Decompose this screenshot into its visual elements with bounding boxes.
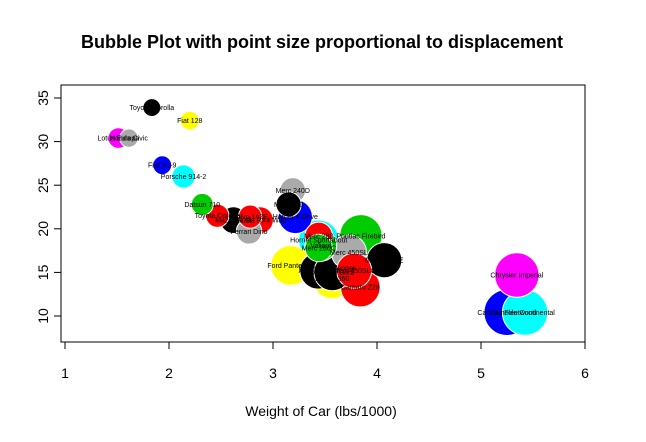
bubble-layer [107, 98, 549, 337]
y-axis: 10 15 20 25 30 35 [35, 90, 62, 324]
bubble [142, 98, 162, 118]
bubble-label: Pontiac Firebird [336, 233, 385, 240]
bubble-label: Cadillac Fleetwood [477, 310, 536, 317]
bubble-label: Volvo 142E [232, 214, 268, 221]
bubble-label: Ford Pantera L [267, 263, 314, 270]
bubble-label: Fiat 128 [177, 118, 202, 125]
bubble [304, 233, 333, 263]
x-tick-label: 5 [477, 365, 485, 381]
bubble-label: Mazda RX4 [215, 218, 252, 225]
bubble-label: Fiat X1-9 [148, 163, 177, 170]
bubble-label: Mazda RX4 Wag [234, 218, 287, 225]
bubble [171, 164, 196, 189]
bubble [275, 191, 302, 218]
bubble-label: Chrysler Imperial [490, 273, 543, 280]
x-tick-label: 4 [373, 365, 381, 381]
bubble-label: AMC Javelin [299, 268, 338, 275]
x-axis: 1 2 3 4 5 6 [61, 341, 589, 381]
bubble [119, 128, 139, 148]
x-tick-label: 3 [269, 365, 277, 381]
bubble-label: Porsche 914-2 [161, 174, 207, 181]
bubble [237, 204, 263, 229]
y-tick-label: 10 [35, 308, 51, 324]
x-tick-label: 6 [581, 365, 589, 381]
bubble [494, 252, 540, 298]
bubble-label-layer: Chrysler Imperial Lincoln ContinentalCadi… [98, 105, 556, 317]
bubble [190, 192, 214, 216]
bubble-label: Hornet 4 Drive [273, 214, 318, 221]
bubble-label: Camaro Z28 [341, 285, 380, 292]
bubble-label: Lotus Europa [98, 136, 140, 143]
bubble [152, 155, 173, 176]
bubble-label: Duster 360 [315, 276, 349, 283]
bubble-label: Toyota Corona [195, 213, 241, 220]
x-tick-label: 2 [165, 365, 173, 381]
bubble-label: Datsun 710 [184, 202, 220, 209]
bubble-label: Ferrari Dino [231, 229, 268, 236]
y-tick-label: 25 [35, 177, 51, 193]
y-tick-label: 30 [35, 134, 51, 150]
y-tick-label: 35 [35, 90, 51, 106]
bubble-label: Valiant [310, 243, 331, 250]
bubble [179, 110, 200, 131]
bubble-label: Toyota Corolla [129, 105, 174, 112]
bubble-label: Merc 240D [276, 188, 310, 195]
bubble-label: Merc 280 [304, 233, 333, 240]
bubble-label: Dodge Challenger [299, 266, 356, 273]
x-axis-label: Weight of Car (lbs/1000) [245, 403, 396, 419]
bubble-label: Hornet Sportabout [290, 238, 347, 245]
y-tick-label: 15 [35, 264, 51, 280]
bubble-label: Merc 280C [302, 245, 336, 252]
bubble-label: Merc 450SL [330, 250, 368, 257]
bubble-label: Maserati Bora [310, 270, 354, 277]
chart-title: Bubble Plot with point size proportional… [81, 32, 563, 52]
bubble-label: Lincoln Continental [495, 310, 555, 317]
x-tick-label: 1 [61, 365, 69, 381]
bubble [336, 252, 373, 289]
y-tick-label: 20 [35, 221, 51, 237]
bubble-label: Merc 450SLC [333, 268, 376, 275]
bubble-label: Merc 450SE [365, 258, 404, 265]
bubble-label: Merc 230 [274, 202, 303, 209]
bubble-label: Honda Civic [110, 136, 148, 143]
